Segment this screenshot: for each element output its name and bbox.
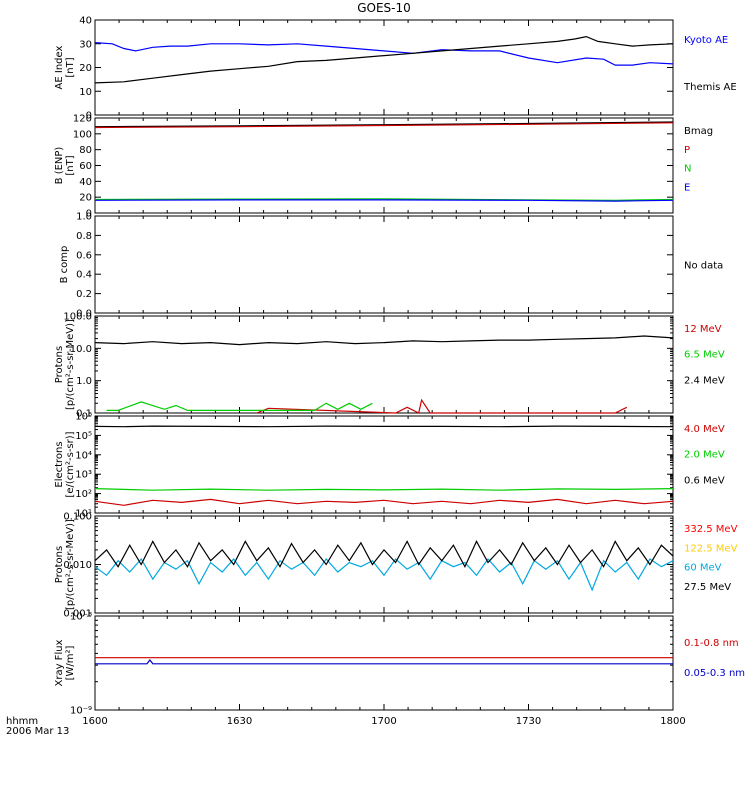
series-line-protons1-0 [256, 398, 628, 414]
y-tick-label-bcomp: 0.0 [76, 309, 92, 320]
y-axis-label-bcomp: B comp [59, 246, 70, 284]
y-tick-label-electrons: 10¹ [75, 509, 92, 520]
y-tick-label-ae: 20 [79, 63, 92, 74]
panel-frame-xray [94, 615, 674, 711]
panel-frame-protons1 [94, 315, 674, 414]
y-axis-label-xray: [W/m²] [65, 645, 76, 680]
series-line-electrons-0 [94, 498, 674, 506]
legend-entry-protons1-0: 12 MeV [684, 324, 722, 335]
y-tick-label-bfield: 60 [79, 161, 92, 172]
y-tick-label-bfield: 20 [79, 193, 92, 204]
series-line-bfield-2 [94, 198, 674, 201]
y-tick-label-ae: 30 [79, 39, 92, 50]
series-line-ae-1 [94, 35, 674, 84]
y-axis-label-electrons: Electrons [54, 441, 65, 487]
x-tick-label: 1630 [227, 716, 252, 727]
y-tick-label-electrons: 10⁶ [75, 412, 92, 423]
x-tick-label: 1600 [82, 716, 107, 727]
y-axis-label-protons1: [p/(cm²-s-sr-MeV)] [65, 319, 76, 410]
y-tick-label-bcomp: 0.8 [76, 231, 92, 242]
y-axis-label-protons1: Protons [54, 346, 65, 383]
y-axis-label-ae: [nT] [65, 57, 76, 77]
chart-title: GOES-10 [357, 1, 411, 15]
y-axis-label-xray: Xray Flux [54, 639, 65, 686]
y-tick-label-ae: 0 [86, 111, 92, 122]
legend-entry-ae-1: Themis AE [683, 82, 737, 93]
y-axis-label-electrons: [e/(cm²-s-sr)] [65, 431, 76, 497]
y-tick-label-xray: 10⁻⁹ [70, 706, 92, 717]
y-axis-label-bfield: [nT] [65, 155, 76, 175]
legend-entry-protons2-2: 60 MeV [684, 563, 722, 574]
y-tick-label-bfield: 0 [86, 209, 92, 220]
series-line-electrons-1 [94, 488, 674, 491]
legend-entry-xray-0: 0.1-0.8 nm [684, 638, 739, 649]
panel-frame-ae [94, 19, 674, 116]
legend-entry-ae-0: Kyoto AE [684, 35, 728, 46]
legend-entry-bfield-2: N [684, 164, 691, 175]
y-tick-label-electrons: 10² [75, 489, 92, 500]
panel-frame-bcomp [94, 215, 674, 314]
panel-frame-electrons [94, 415, 674, 514]
series-line-protons2-2 [94, 557, 674, 592]
y-tick-label-bcomp: 1.0 [76, 212, 92, 223]
y-tick-label-bfield: 40 [79, 177, 92, 188]
y-tick-label-protons1: 1.0 [76, 376, 92, 387]
y-tick-label-protons2: 0.001 [63, 609, 92, 620]
legend-entry-bfield-0: Bmag [684, 126, 713, 137]
panel-note-bcomp: No data [684, 261, 723, 272]
y-tick-label-bfield: 120 [73, 114, 92, 125]
legend-entry-protons1-1: 6.5 MeV [684, 350, 725, 361]
legend-entry-xray-1: 0.05-0.3 nm [684, 668, 745, 679]
series-line-ae-0 [94, 42, 674, 66]
y-tick-label-bfield: 100 [73, 129, 92, 140]
series-line-bfield-1 [94, 122, 674, 129]
series-line-xray-1 [95, 659, 673, 665]
y-tick-label-bfield: 80 [79, 145, 92, 156]
y-axis-label-bfield: B (ENP) [54, 147, 65, 185]
legend-entry-protons1-2: 2.4 MeV [684, 375, 725, 386]
y-tick-label-electrons: 10³ [75, 470, 92, 481]
legend-entry-bfield-3: E [684, 182, 690, 193]
x-axis-label: hhmm [6, 716, 38, 727]
y-tick-label-bcomp: 0.2 [76, 289, 92, 300]
y-tick-label-protons2: 0.100 [63, 512, 92, 523]
series-line-bfield-3 [94, 199, 674, 202]
y-tick-label-ae: 40 [79, 16, 92, 27]
series-line-bfield-0 [94, 121, 674, 128]
y-axis-label-ae: AE Index [54, 45, 65, 89]
legend-entry-electrons-1: 2.0 MeV [684, 450, 725, 461]
y-tick-label-bcomp: 0.6 [76, 250, 92, 261]
y-tick-label-protons1: 10.0 [70, 344, 92, 355]
series-line-electrons-2 [94, 425, 674, 428]
x-axis-date: 2006 Mar 13 [6, 726, 69, 737]
y-axis-label-protons2: [p/(cm²-s-sr-MeV)] [65, 519, 76, 610]
y-tick-label-ae: 10 [79, 87, 92, 98]
legend-entry-electrons-0: 4.0 MeV [684, 424, 725, 435]
legend-entry-bfield-1: P [684, 145, 690, 156]
x-tick-label: 1730 [516, 716, 541, 727]
y-tick-label-protons1: 100.0 [63, 312, 92, 323]
y-axis-label-protons2: Protons [54, 546, 65, 583]
legend-entry-protons2-1: 122.5 MeV [684, 543, 738, 554]
x-tick-label: 1800 [660, 716, 685, 727]
series-line-protons2-3 [94, 540, 674, 569]
legend-entry-electrons-2: 0.6 MeV [684, 475, 725, 486]
y-tick-label-protons2: 0.010 [63, 560, 92, 571]
series-line-protons1-1 [106, 401, 373, 411]
y-tick-label-protons1: 0.1 [76, 409, 92, 420]
y-tick-label-electrons: 10⁴ [75, 450, 92, 461]
legend-entry-protons2-0: 332.5 MeV [684, 524, 738, 535]
y-tick-label-xray: 10⁻⁸ [70, 612, 92, 623]
series-line-protons1-2 [94, 335, 674, 346]
y-tick-label-bcomp: 0.4 [76, 270, 92, 281]
y-tick-label-electrons: 10⁵ [75, 431, 92, 442]
legend-entry-protons2-3: 27.5 MeV [684, 582, 731, 593]
x-tick-label: 1700 [371, 716, 396, 727]
